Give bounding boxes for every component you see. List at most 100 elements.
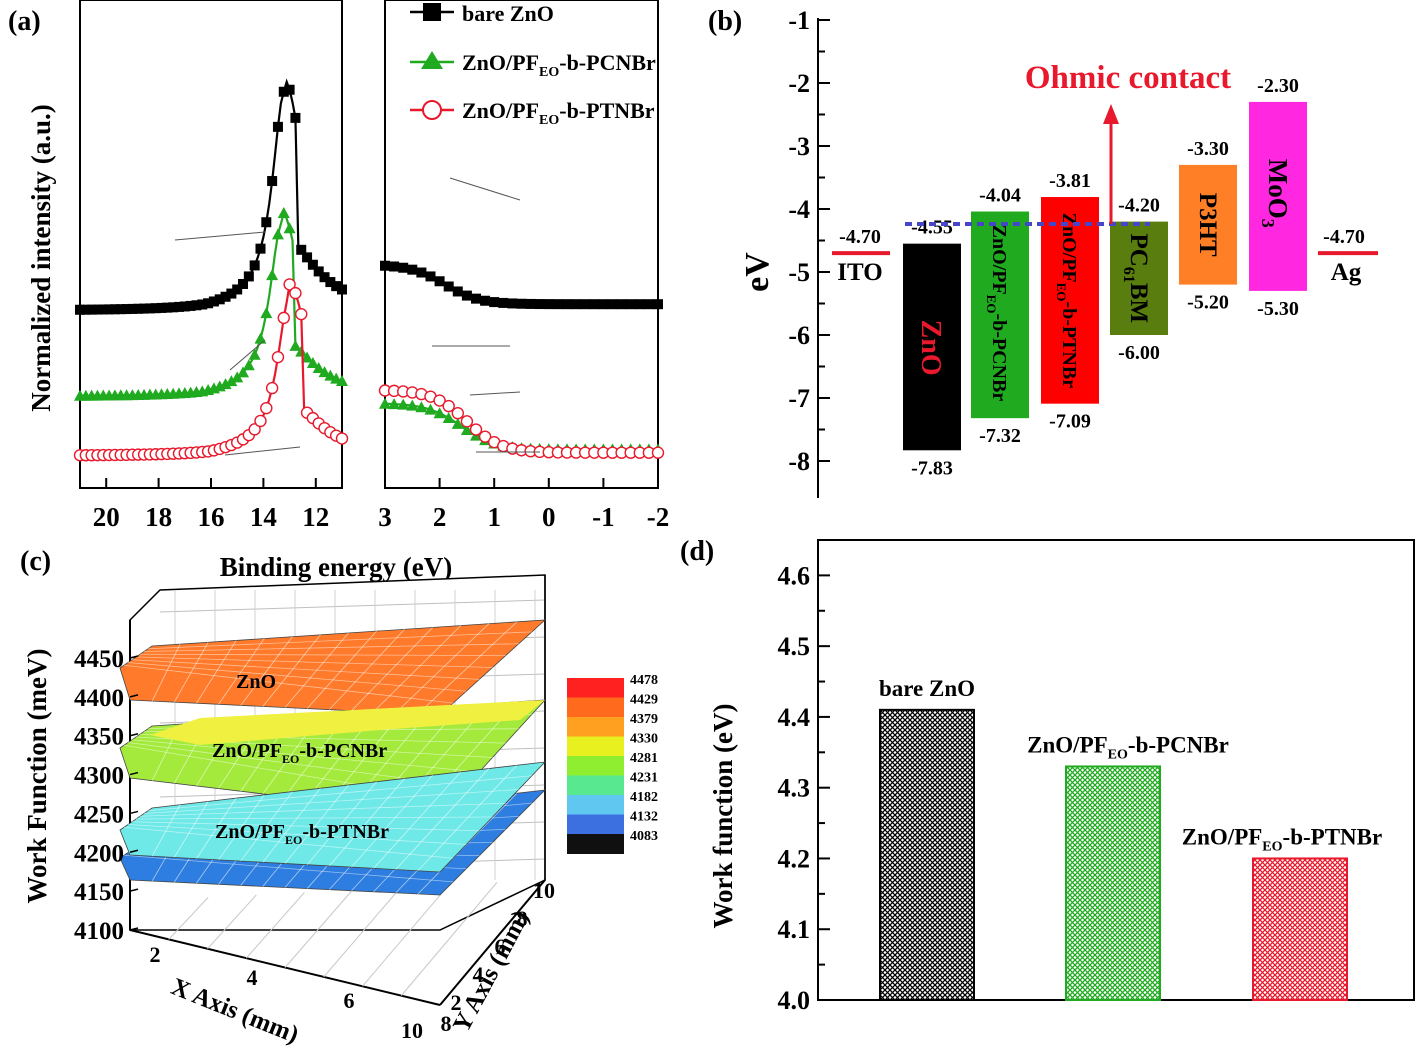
- panel-c-z-tick-label: 4100: [74, 918, 124, 945]
- colorbar-tick-label: 4330: [630, 732, 658, 747]
- panel-c-x-tick-label: 2: [150, 942, 161, 967]
- marker-square: [598, 299, 609, 310]
- marker-triangle: [295, 345, 308, 357]
- marker-square: [191, 300, 202, 311]
- marker-square: [337, 284, 347, 295]
- marker-square: [173, 301, 184, 312]
- panel-a-left-x-ticks: 20 18 16 14 12: [93, 478, 329, 532]
- marker-circle: [283, 278, 296, 291]
- surface-label: ZnO/PFEO-b-PTNBr: [215, 821, 389, 847]
- panel-a-ylabel: Normalized intensity (a.u.): [26, 104, 56, 411]
- panel-c-3d-surface: (c) ZnOZnO/PFEO-b-PCNBrZnO/PFEO-b-PTNBr …: [20, 546, 658, 1049]
- panel-d-bars: bare ZnO ZnO/PFEO-b-PCNBr ZnO/PFEO-b-PTNBr: [879, 676, 1382, 1002]
- marker-triangle: [406, 399, 419, 411]
- marker-circle: [277, 311, 290, 325]
- marker-square: [552, 299, 563, 310]
- marker-triangle: [289, 339, 302, 351]
- panel-c-x-tick-label: 10: [401, 1018, 423, 1043]
- zno-level-label: ZnO: [915, 320, 946, 376]
- ito-label: ITO: [837, 259, 882, 286]
- panel-label-d: (d): [680, 536, 714, 567]
- ohmic-arrow-head: [1103, 104, 1119, 124]
- panel-b-tick-label: -7: [788, 384, 810, 413]
- zno-level: [903, 243, 961, 451]
- marker-circle: [254, 414, 267, 428]
- pcbm-level-label: PC61BM: [1120, 233, 1152, 323]
- marker-square: [86, 304, 97, 315]
- marker-square: [616, 299, 627, 310]
- panel-b-levels: -4.70 ITO -4.70 Ag -4.55 -7.83 -4.04 -7.32 -3.81…: [832, 75, 1378, 479]
- legend-pcnbr: ZnO/PFEO-b-PCNBr: [462, 50, 656, 80]
- marker-circle: [271, 350, 285, 364]
- pcnbr-level: [971, 211, 1029, 419]
- marker-square: [416, 267, 427, 278]
- marker-square: [220, 291, 231, 302]
- moo3-level-top-value: -2.30: [1257, 75, 1299, 97]
- panel-a-left-tick-label: 20: [93, 502, 120, 532]
- marker-square: [443, 281, 454, 292]
- marker-circle: [478, 430, 492, 443]
- panel-a-legend: bare ZnO ZnO/PFEO-b-PCNBr ZnO/PFEO-b-PTN…: [410, 1, 656, 128]
- panel-c-y-tick-label: 8: [517, 906, 528, 931]
- marker-triangle: [283, 222, 296, 234]
- panel-d-tick-label: 4.0: [778, 986, 811, 1015]
- panel-a-left-tick-label: 18: [145, 502, 172, 532]
- panel-a-right-frame: [384, 0, 659, 489]
- panel-a-xlabel: Binding energy (eV): [220, 552, 453, 582]
- panel-a-left-tick-label: 16: [198, 502, 225, 532]
- colorbar-tick-label: 4281: [630, 751, 658, 766]
- panel-c-axis-ticks: 4450440043504300425042004150410024681024…: [74, 646, 555, 1043]
- pcbm-level-bottom-value: -6.00: [1118, 342, 1160, 364]
- p3ht-level-label: P3HT: [1194, 193, 1221, 257]
- marker-square: [562, 299, 572, 310]
- panel-b-y-ticks: -1 -2 -3 -4 -5 -6 -7 -8: [788, 6, 830, 476]
- marker-circle: [335, 432, 349, 445]
- marker-triangle: [442, 412, 455, 424]
- panel-c-z-tick-label: 4450: [74, 646, 124, 673]
- marker-square: [208, 296, 219, 307]
- marker-square: [319, 272, 330, 283]
- marker-square: [607, 299, 618, 310]
- marker-square: [313, 266, 324, 277]
- colorbar-swatch: [567, 756, 624, 776]
- marker-square: [115, 304, 126, 315]
- marker-square: [296, 244, 307, 255]
- panel-a-series-group: [73, 78, 665, 462]
- marker-square: [507, 298, 518, 309]
- marker-square: [434, 276, 445, 287]
- panel-c-ylabel: Y Axis (mm): [448, 906, 535, 1037]
- p3ht-level-top-value: -3.30: [1187, 138, 1229, 160]
- p3ht-level: [1179, 164, 1237, 285]
- pcnbr-level-bottom-value: -7.32: [979, 425, 1021, 447]
- panel-d-tick-label: 4.2: [778, 844, 811, 873]
- panel-a-right-tick-label: 2: [433, 502, 447, 532]
- marker-square: [471, 293, 481, 304]
- marker-triangle: [254, 332, 267, 344]
- marker-square: [109, 304, 120, 315]
- marker-square: [634, 299, 645, 310]
- panel-b-tick-label: -6: [788, 321, 810, 350]
- marker-square: [139, 303, 150, 314]
- colorbar-swatch: [567, 834, 624, 854]
- series-pcnbr: [74, 207, 664, 455]
- marker-triangle: [451, 417, 464, 429]
- colorbar-swatch: [567, 717, 624, 737]
- moo3-level: [1249, 101, 1307, 291]
- panel-c-z-tick-label: 4350: [74, 724, 124, 751]
- marker-square: [156, 302, 167, 313]
- panel-d-tick-label: 4.1: [778, 915, 811, 944]
- marker-square: [571, 299, 582, 310]
- marker-square: [325, 277, 336, 288]
- panel-c-y-tick-label: 4: [473, 962, 484, 987]
- surface-label: ZnO/PFEO-b-PCNBr: [212, 740, 387, 766]
- ptnbr-level: [1041, 197, 1099, 404]
- marker-circle: [295, 307, 308, 321]
- marker-square: [261, 217, 272, 228]
- panel-d-work-function-bars: (d) 4.0 4.1 4.2 4.3 4.4 4.5 4.6 bare ZnO ZnO/PF…: [680, 536, 1415, 1015]
- panel-c-zlabel: Work Function (meV): [22, 649, 52, 904]
- marker-square: [255, 243, 266, 254]
- marker-triangle: [225, 375, 238, 387]
- marker-square: [249, 260, 260, 271]
- marker-triangle: [460, 423, 473, 435]
- surface-label: ZnO: [236, 671, 276, 693]
